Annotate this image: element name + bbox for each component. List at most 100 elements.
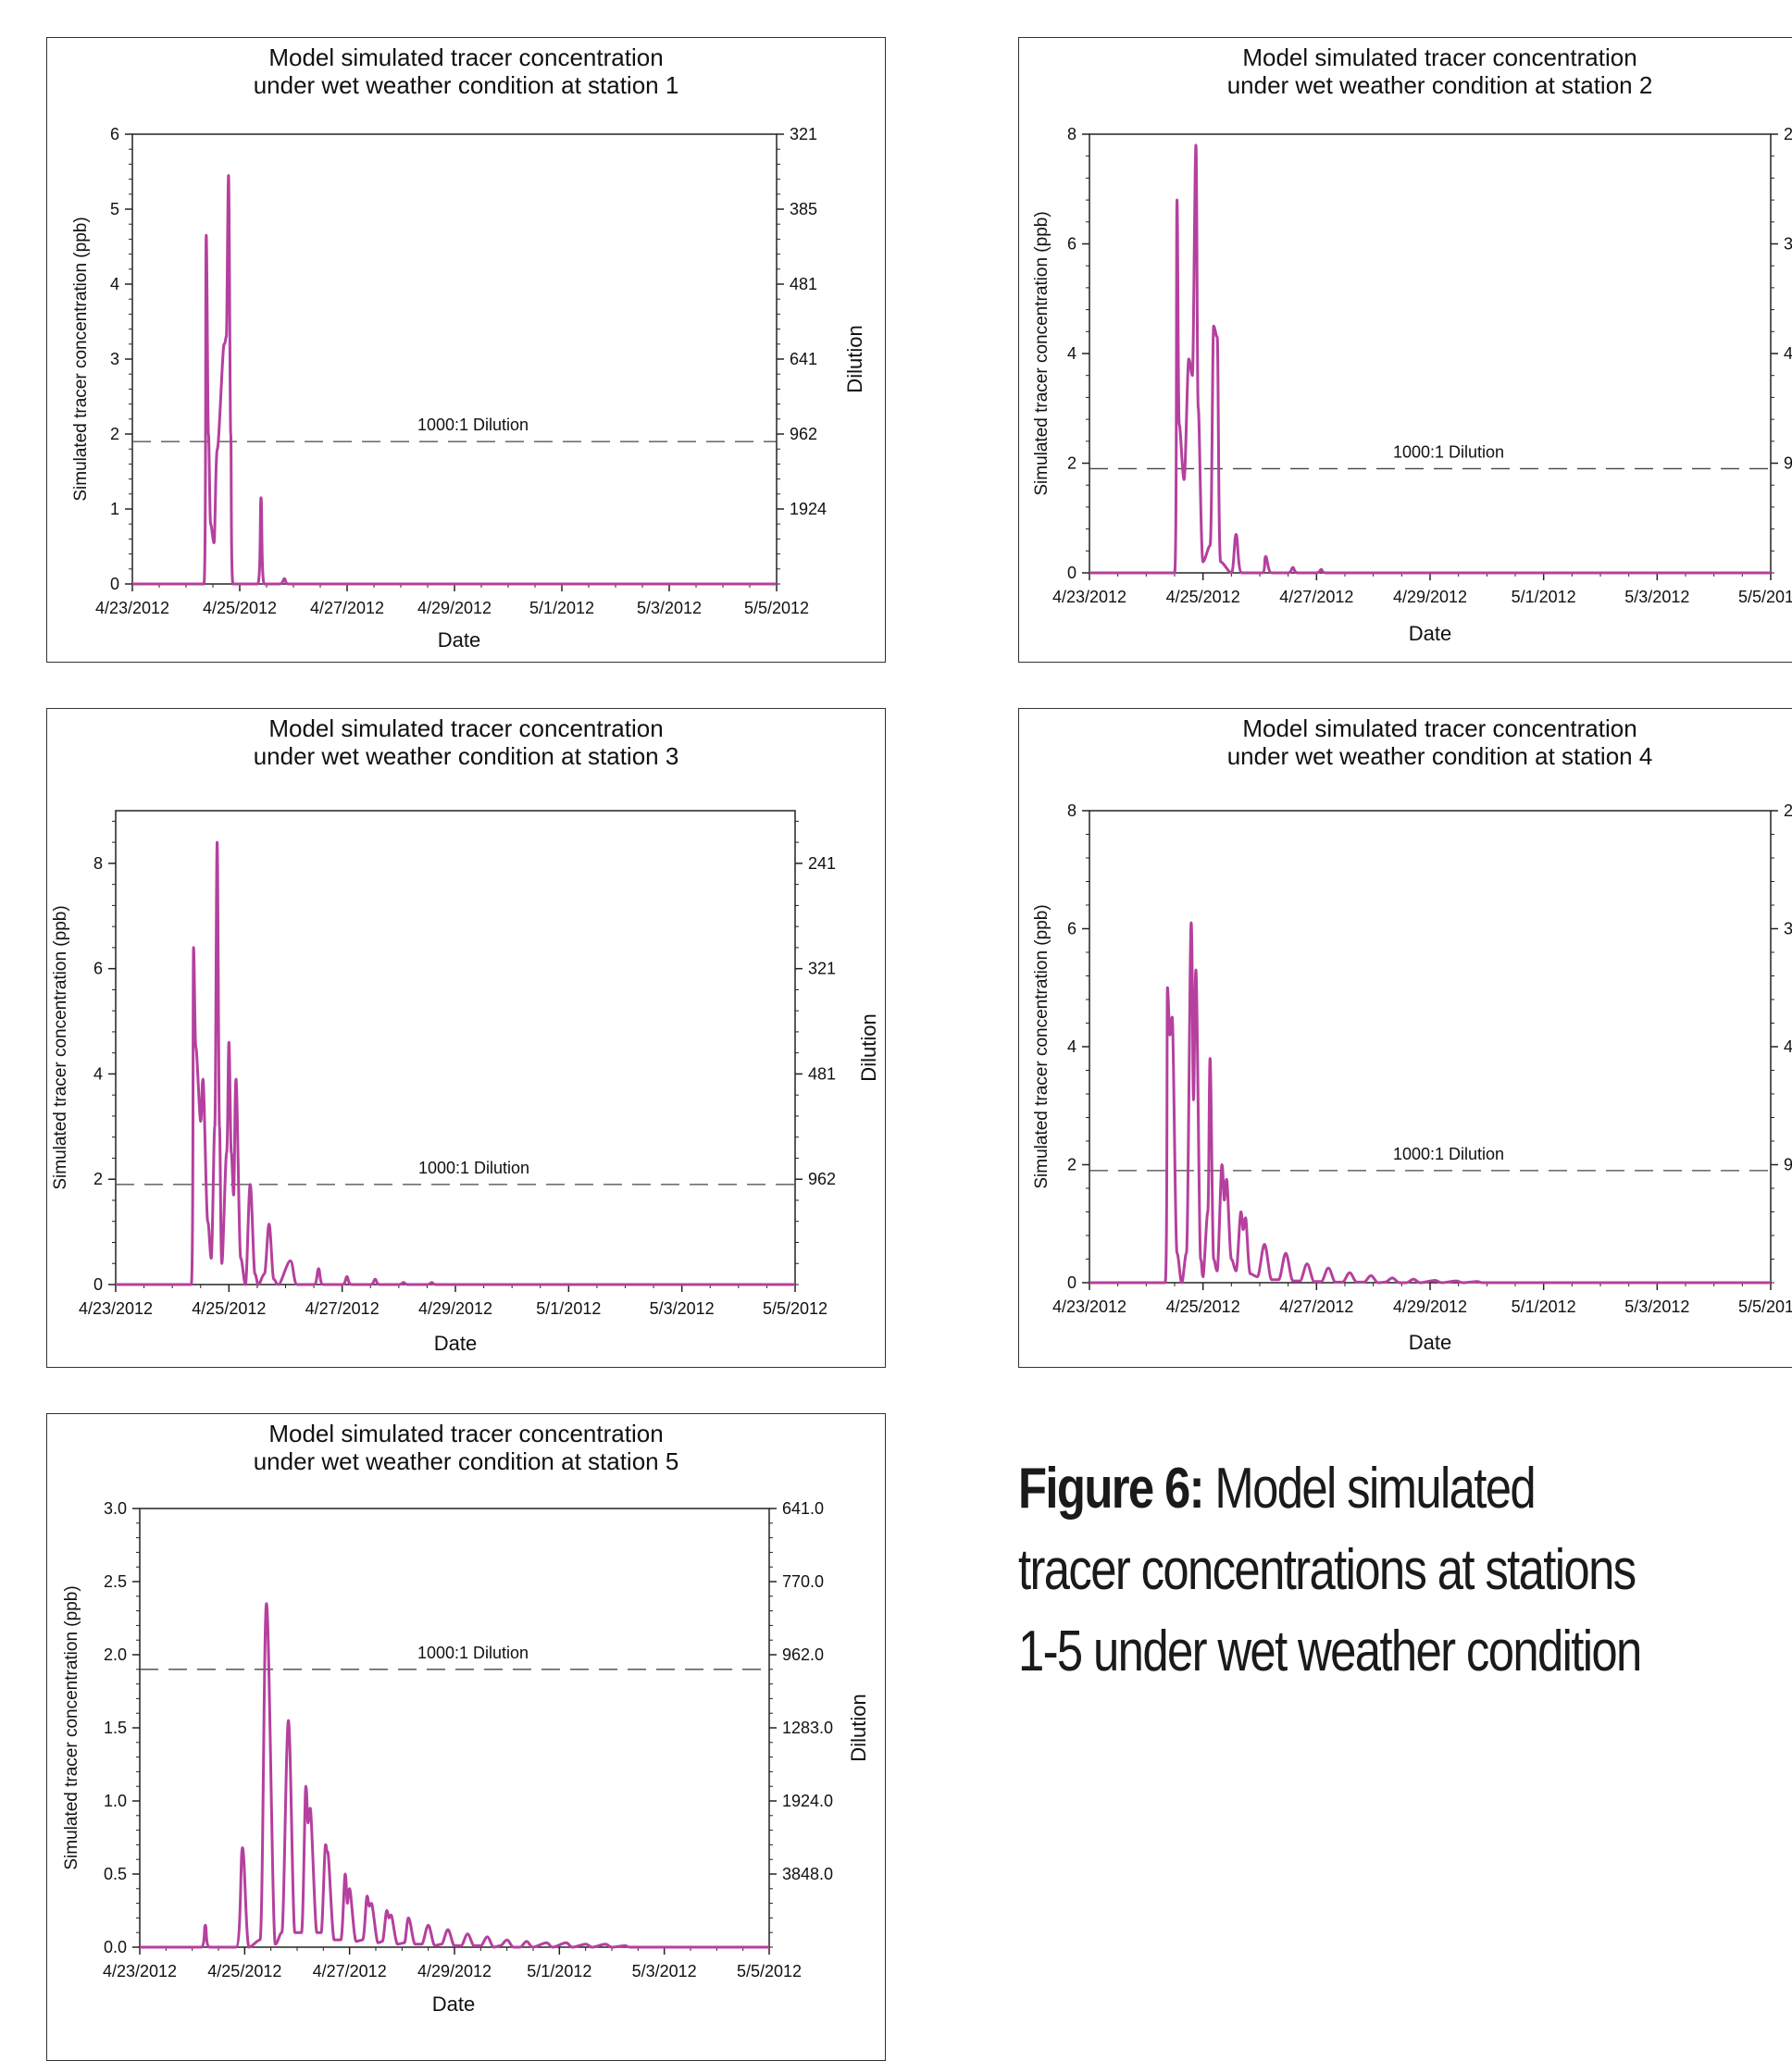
reference-line-label: 1000:1 Dilution: [1393, 442, 1504, 461]
y2-tick-label: 2: [1784, 125, 1792, 143]
y-tick-label: 8: [1067, 125, 1076, 143]
x-tick-label: 4/23/2012: [1052, 1297, 1126, 1316]
chart-title: Model simulated tracer concentration und…: [1019, 714, 1792, 770]
x-tick-label: 4/25/2012: [203, 599, 277, 617]
x-tick-label: 5/1/2012: [527, 1962, 591, 1980]
x-tick-label: 4/27/2012: [310, 599, 384, 617]
figure-caption-text: Model simulated tracer concentrations at…: [1018, 1457, 1642, 1683]
x-tick-label: 5/3/2012: [632, 1962, 697, 1980]
y-tick-label: 0: [1067, 1273, 1076, 1292]
y-tick-label: 8: [93, 854, 103, 873]
x-tick-label: 4/27/2012: [1279, 588, 1353, 606]
chart-panel-station-4: Model simulated tracer concentration und…: [1018, 708, 1792, 1368]
x-tick-label: 4/29/2012: [417, 599, 492, 617]
y-tick-label: 0: [1067, 564, 1076, 582]
y-tick-label: 4: [93, 1064, 103, 1083]
tracer-series-line: [132, 174, 777, 586]
y-tick-label: 2: [93, 1170, 103, 1188]
tracer-series-line: [1089, 921, 1771, 1285]
y2-tick-label: 962: [790, 425, 817, 443]
chart-title-line1: Model simulated tracer concentration: [268, 1420, 664, 1447]
x-tick-label: 4/29/2012: [417, 1962, 492, 1980]
x-tick-label: 5/5/2012: [744, 599, 809, 617]
y-tick-label: 6: [1067, 235, 1076, 254]
y-tick-label: 6: [110, 125, 119, 143]
x-tick-label: 4/27/2012: [1279, 1297, 1353, 1316]
x-tick-label: 5/5/2012: [737, 1962, 802, 1980]
x-tick-label: 4/23/2012: [1052, 588, 1126, 606]
y-tick-label: 2: [110, 425, 119, 443]
figure-caption: Figure 6: Model simulated tracer concent…: [1018, 1448, 1653, 1693]
chart-plot-station-2: 4/23/2012 4/25/2012 4/27/2012 4/29/2012 5/1/…: [1032, 125, 1792, 645]
y2-tick-label: 9: [1784, 1156, 1792, 1174]
chart-title: Model simulated tracer concentration und…: [47, 714, 885, 770]
y2-tick-label: 241: [808, 854, 836, 873]
y-tick-label: 0.0: [104, 1938, 127, 1956]
y2-tick-label: 962.0: [782, 1645, 824, 1664]
tracer-series-line: [140, 1602, 769, 1949]
y2-tick-label: 321: [808, 960, 836, 978]
x-tick-label: 5/3/2012: [637, 599, 702, 617]
reference-line-label: 1000:1 Dilution: [417, 1644, 529, 1662]
y-tick-label: 8: [1067, 801, 1076, 820]
y-axis-label: Simulated tracer concentration (ppb): [1032, 211, 1052, 495]
chart-plot-station-3: 4/23/2012 4/25/2012 4/27/2012 4/29/2012 5/1/…: [51, 810, 880, 1355]
y-tick-label: 0: [93, 1275, 103, 1294]
y-tick-label: 4: [1067, 344, 1076, 363]
x-tick-label: 5/1/2012: [529, 599, 594, 617]
y2-tick-label: 385: [790, 200, 817, 218]
x-tick-label: 4/25/2012: [1166, 1297, 1240, 1316]
chart-title: Model simulated tracer concentration und…: [47, 1420, 885, 1475]
y-tick-label: 1.0: [104, 1792, 127, 1810]
tracer-series-line: [1089, 143, 1771, 575]
x-tick-label: 4/23/2012: [95, 599, 169, 617]
chart-title-line2: under wet weather condition at station 5: [253, 1447, 679, 1475]
x-tick-label: 4/27/2012: [313, 1962, 387, 1980]
chart-title-line1: Model simulated tracer concentration: [1242, 43, 1637, 71]
y2-tick-label: 3: [1784, 920, 1792, 938]
y-tick-label: 1.5: [104, 1719, 127, 1737]
y-tick-label: 6: [1067, 920, 1076, 938]
y-tick-label: 2: [1067, 454, 1076, 473]
y2-tick-label: 2: [1784, 801, 1792, 820]
x-tick-label: 5/1/2012: [1512, 1297, 1576, 1316]
x-axis-label: Date: [438, 628, 480, 652]
y2-tick-label: 3848.0: [782, 1865, 833, 1883]
y-tick-label: 0: [110, 575, 119, 593]
x-tick-label: 4/23/2012: [79, 1299, 153, 1318]
chart-panel-station-3: Model simulated tracer concentration und…: [46, 708, 886, 1368]
x-tick-label: 4/23/2012: [103, 1962, 177, 1980]
x-tick-label: 5/3/2012: [650, 1299, 715, 1318]
chart-title-line2: under wet weather condition at station 3: [253, 742, 679, 770]
y2-tick-label: 1924: [790, 500, 827, 518]
x-tick-label: 5/5/2012: [1738, 1297, 1792, 1316]
chart-title: Model simulated tracer concentration und…: [1019, 43, 1792, 99]
y-tick-label: 1: [110, 500, 119, 518]
x-tick-label: 4/29/2012: [418, 1299, 492, 1318]
x-tick-label: 5/1/2012: [536, 1299, 601, 1318]
y2-tick-label: 641: [790, 350, 817, 368]
chart-title-line1: Model simulated tracer concentration: [1242, 714, 1637, 742]
reference-line-label: 1000:1 Dilution: [417, 416, 529, 434]
reference-line-label: 1000:1 Dilution: [1393, 1145, 1504, 1163]
y2-tick-label: 4: [1784, 1037, 1792, 1056]
y2-tick-label: 3: [1784, 235, 1792, 254]
x-tick-label: 5/5/2012: [1738, 588, 1792, 606]
chart-title: Model simulated tracer concentration und…: [47, 43, 885, 99]
y-axis-label: Simulated tracer concentration (ppb): [62, 1585, 81, 1869]
chart-title-line1: Model simulated tracer concentration: [268, 714, 664, 742]
x-tick-label: 4/27/2012: [305, 1299, 380, 1318]
x-tick-label: 5/3/2012: [1624, 1297, 1689, 1316]
y-tick-label: 2: [1067, 1156, 1076, 1174]
x-tick-label: 5/5/2012: [763, 1299, 828, 1318]
chart-panel-station-1: Model simulated tracer concentration und…: [46, 37, 886, 663]
x-tick-label: 4/29/2012: [1393, 1297, 1467, 1316]
y-tick-label: 6: [93, 960, 103, 978]
x-tick-label: 4/25/2012: [1166, 588, 1240, 606]
chart-plot-station-5: 4/23/2012 4/25/2012 4/27/2012 4/29/2012 5/1/…: [62, 1499, 870, 2016]
y-axis-label: Simulated tracer concentration (ppb): [1032, 904, 1052, 1188]
y-tick-label: 4: [110, 275, 119, 293]
chart-title-line2: under wet weather condition at station 1: [253, 71, 679, 99]
chart-plot-station-1: 4/23/2012 4/25/2012 4/27/2012 4/29/2012 5/1/…: [71, 125, 866, 652]
chart-panel-station-5: Model simulated tracer concentration und…: [46, 1413, 886, 2061]
